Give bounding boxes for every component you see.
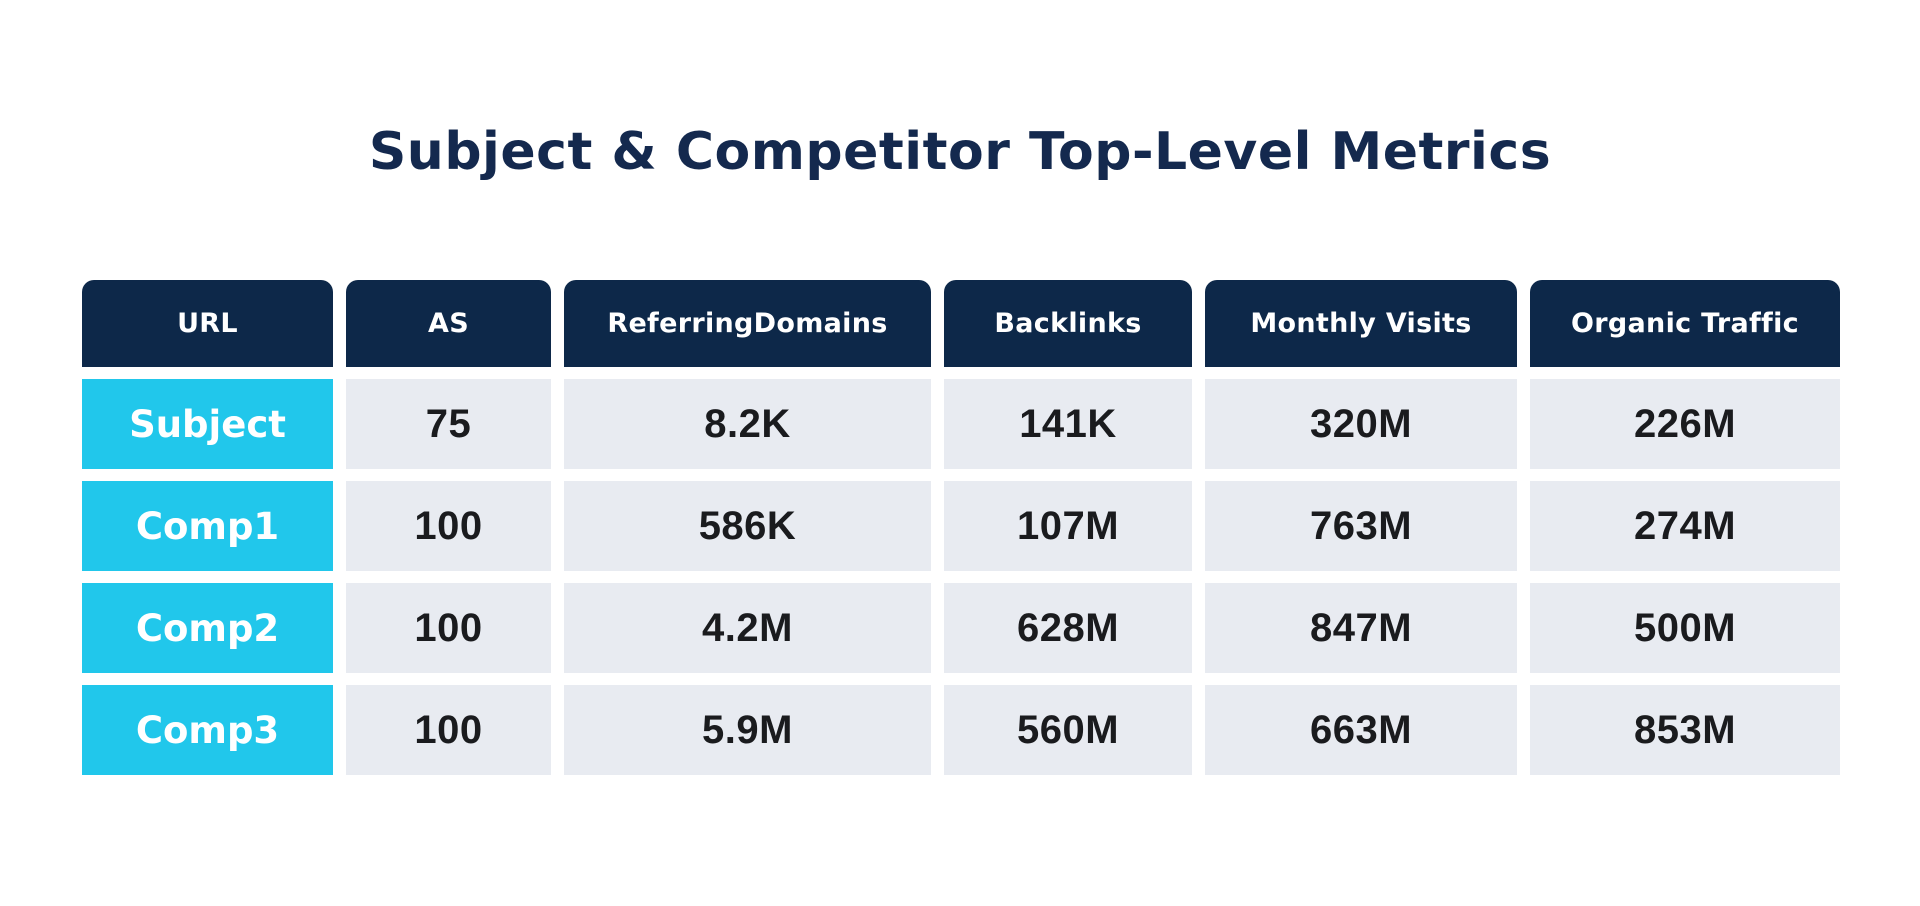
table-cell: 75 [346, 379, 551, 469]
table-cell: 274M [1530, 481, 1840, 571]
table-cell: 141K [944, 379, 1192, 469]
column-header-monthly-visits: Monthly Visits [1205, 280, 1517, 367]
table-cell: 5.9M [564, 685, 931, 775]
table-cell: 226M [1530, 379, 1840, 469]
metrics-table: URL AS ReferringDomains Backlinks Monthl… [82, 280, 1840, 775]
column-header-as: AS [346, 280, 551, 367]
table-cell: 560M [944, 685, 1192, 775]
table-cell: 586K [564, 481, 931, 571]
table-cell: 853M [1530, 685, 1840, 775]
row-label-comp1: Comp1 [82, 481, 333, 571]
table-cell: 500M [1530, 583, 1840, 673]
column-header-url: URL [82, 280, 333, 367]
table-cell: 107M [944, 481, 1192, 571]
table-cell: 628M [944, 583, 1192, 673]
table-cell: 8.2K [564, 379, 931, 469]
table-cell: 663M [1205, 685, 1517, 775]
table-cell: 100 [346, 583, 551, 673]
table-cell: 847M [1205, 583, 1517, 673]
table-cell: 100 [346, 481, 551, 571]
table-cell: 763M [1205, 481, 1517, 571]
page-title: Subject & Competitor Top-Level Metrics [368, 122, 1552, 182]
column-header-backlinks: Backlinks [944, 280, 1192, 367]
table-cell: 320M [1205, 379, 1517, 469]
table-cell: 4.2M [564, 583, 931, 673]
row-label-comp3: Comp3 [82, 685, 333, 775]
table-cell: 100 [346, 685, 551, 775]
row-label-comp2: Comp2 [82, 583, 333, 673]
column-header-organic-traffic: Organic Traffic [1530, 280, 1840, 367]
column-header-referring-domains: ReferringDomains [564, 280, 931, 367]
row-label-subject: Subject [82, 379, 333, 469]
